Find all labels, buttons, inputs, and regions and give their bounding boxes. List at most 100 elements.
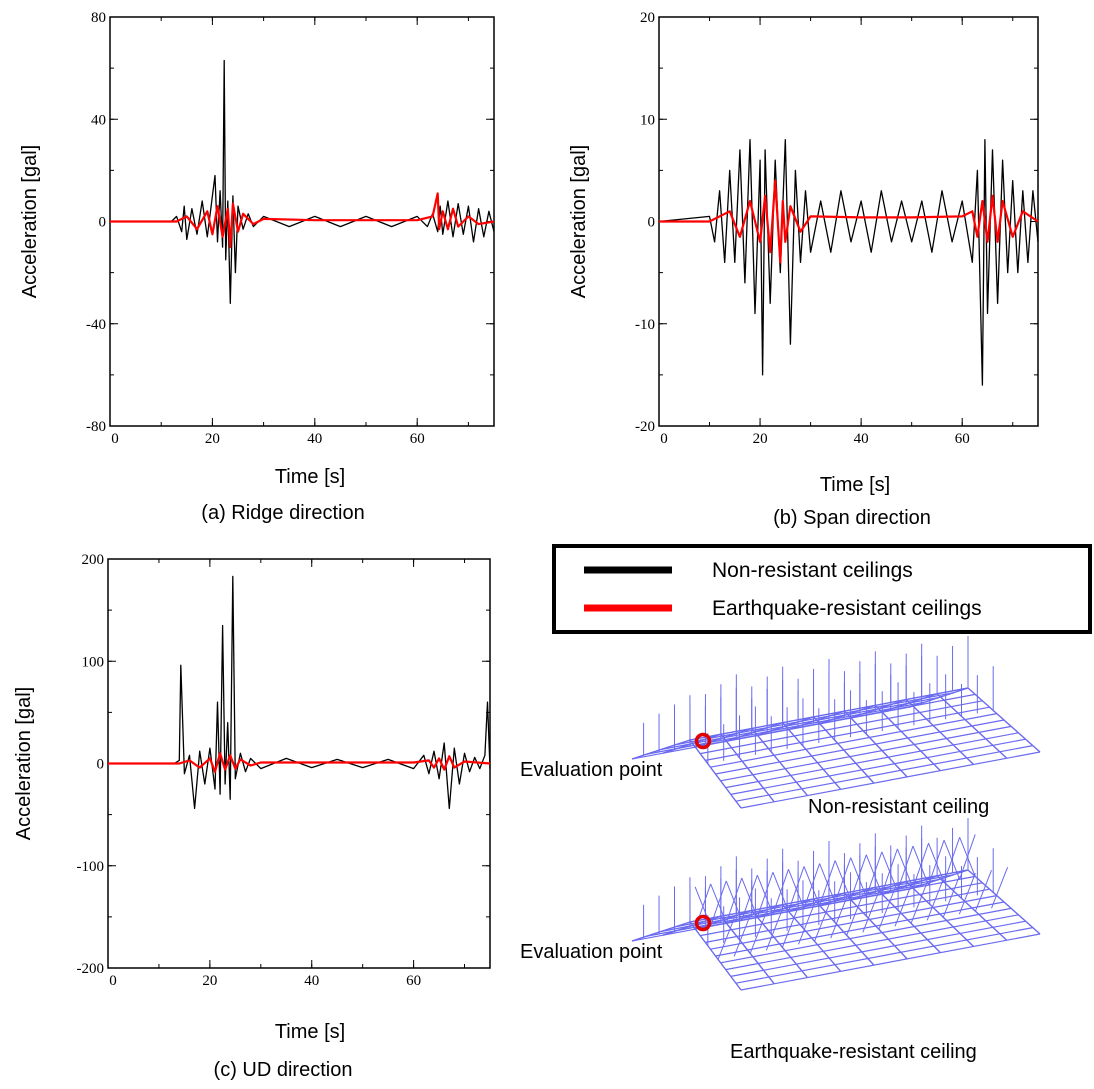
model-frame [782, 722, 842, 790]
model-frame [689, 739, 742, 809]
model-brace [733, 915, 751, 957]
caption-ud-direction: (c) UD direction [214, 1059, 353, 1081]
model-frame [905, 881, 975, 947]
y-tick-label: -200 [77, 961, 105, 977]
model-frame [662, 733, 722, 754]
y-tick-label: 0 [648, 215, 656, 231]
model-lower-rib [735, 927, 1033, 984]
x-tick-label: 40 [854, 431, 869, 447]
model-brace [912, 845, 929, 886]
model-brace [926, 879, 944, 921]
model-brace [943, 840, 961, 880]
model-lower-rib [720, 725, 1012, 782]
model-frame [693, 727, 752, 749]
model-lower-rib [715, 719, 1005, 775]
model-upper-rib [660, 878, 940, 933]
chart-ridge-direction: 0 20 40 60 -80 -40 0 40 80 Time [s] Acceleration [… [19, 10, 495, 488]
y-tick-label: -10 [635, 317, 655, 333]
model-frame [782, 904, 842, 972]
model-frame [909, 687, 969, 708]
y-tick-label: 0 [97, 757, 105, 773]
legend: Non-resistant ceilings Earthquake-resist… [552, 544, 1092, 634]
model-frame [817, 704, 876, 725]
x-tick-label: 0 [109, 973, 117, 989]
model-frame [848, 698, 907, 720]
model-lower-rib [710, 895, 997, 950]
model-lower-rib [725, 732, 1019, 789]
series-line-resistant [108, 752, 491, 773]
plot-frame [658, 16, 1039, 427]
evaluation-point-marker-2 [694, 914, 712, 932]
chart-span-direction: 0 20 40 60 -20 -10 0 10 20 Time [s] Acceleration [… [568, 10, 1039, 496]
model-frame [751, 909, 808, 979]
model-frame [848, 880, 907, 902]
x-tick-label: 20 [202, 973, 217, 989]
evaluation-point-marker-1 [694, 732, 712, 750]
y-axis-label: Acceleration [gal] [19, 145, 41, 298]
x-tick-label: 40 [304, 973, 319, 989]
model-lower-rib [735, 745, 1033, 802]
model-brace [756, 874, 774, 915]
series-line-resistant [110, 192, 495, 249]
model-brace [862, 891, 880, 933]
model-frame [751, 727, 808, 797]
model-upper-rib [646, 701, 925, 755]
model-brace [958, 873, 976, 915]
model-label-non-resistant: Non-resistant ceiling [808, 796, 989, 818]
y-tick-label: 80 [91, 10, 106, 26]
model-brace [741, 877, 758, 918]
model-frame [720, 733, 775, 803]
x-axis-label: Time [s] [275, 1021, 345, 1043]
model-brace [974, 870, 992, 912]
model-frame [967, 687, 1041, 753]
x-axis-label: Time [s] [275, 466, 345, 488]
model-lower-rib [720, 907, 1012, 964]
x-tick-label: 20 [205, 431, 220, 447]
model-frame [905, 699, 975, 765]
model-frame [909, 869, 969, 890]
model-frame [724, 904, 783, 925]
model-lower-rib [700, 882, 983, 937]
model-frame [878, 693, 938, 714]
model-brace [959, 837, 976, 877]
model-brace [788, 869, 805, 909]
model-frame [631, 921, 691, 942]
y-tick-label: 200 [82, 552, 105, 568]
model-lower-rib [740, 751, 1041, 809]
series-line-resistant [659, 179, 1039, 264]
model-brace [865, 854, 883, 895]
model-brace [878, 888, 896, 930]
model-brace [881, 851, 898, 892]
x-tick-label: 0 [111, 431, 119, 447]
model-brace [765, 909, 783, 951]
y-axis-label: Acceleration [gal] [13, 687, 35, 840]
ceiling-model-resistant [631, 818, 1041, 991]
model-frame [936, 875, 1008, 941]
model-frame [755, 716, 814, 737]
y-tick-label: 20 [640, 10, 655, 26]
x-tick-label: 60 [406, 973, 421, 989]
model-brace [819, 863, 836, 903]
y-tick-label: -40 [86, 317, 106, 333]
model-upper-rib [660, 696, 940, 751]
evaluation-point-label-1: Evaluation point [520, 759, 663, 781]
y-tick-label: 10 [640, 112, 655, 128]
model-lower-rib [725, 914, 1019, 971]
model-brace [803, 866, 821, 906]
model-brace [772, 872, 789, 912]
chart-ud-direction: 0 20 40 60 -200 -100 0 100 200 Time [s] Accelerati… [13, 552, 491, 1043]
model-frame [720, 915, 775, 985]
model-frame [874, 704, 941, 772]
model-frame [689, 921, 742, 991]
model-brace [710, 883, 727, 924]
model-frame [813, 716, 875, 784]
model-frame [878, 875, 938, 896]
model-lower-rib [730, 920, 1026, 977]
model-label-resistant: Earthquake-resistant ceiling [730, 1041, 977, 1063]
model-frame [631, 739, 691, 760]
model-brace [814, 900, 832, 942]
model-lower-rib [740, 933, 1041, 991]
model-frame [843, 710, 908, 778]
y-tick-label: -80 [86, 419, 106, 435]
model-brace [991, 867, 1009, 909]
